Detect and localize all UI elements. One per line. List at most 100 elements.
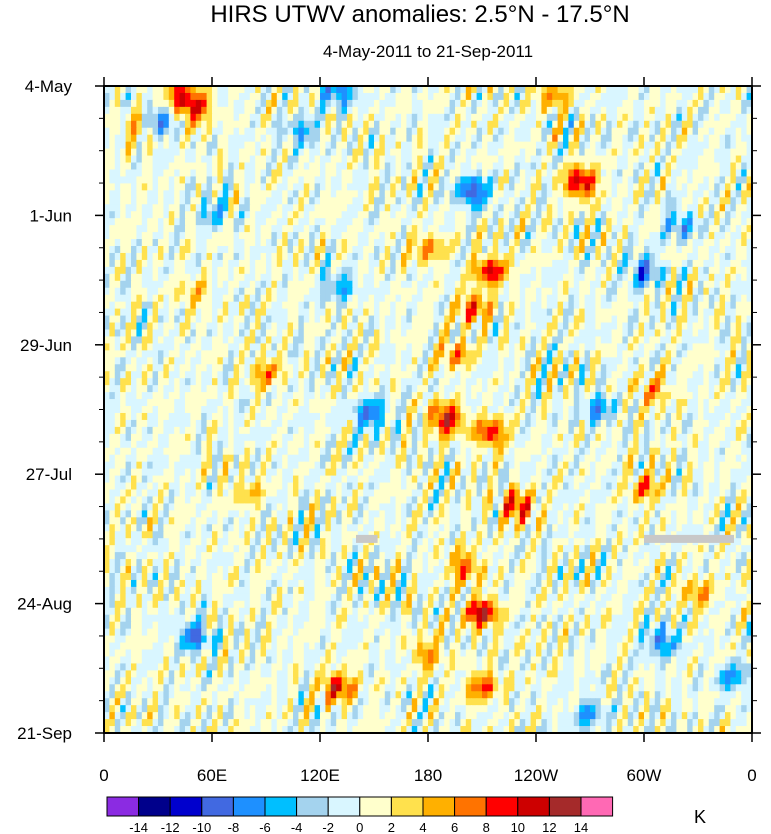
field-cell <box>222 259 229 268</box>
field-cell <box>633 315 640 324</box>
field-cell <box>147 259 154 268</box>
field-cell <box>584 266 591 275</box>
field-cell <box>109 127 116 136</box>
field-cell <box>260 113 267 122</box>
field-cell <box>411 371 418 379</box>
field-cell <box>282 120 289 129</box>
field-cell <box>131 343 137 351</box>
field-cell <box>401 357 407 365</box>
field-cell <box>190 252 197 261</box>
field-cell <box>330 86 337 94</box>
field-cell <box>390 127 397 136</box>
field-cell <box>266 120 272 129</box>
field-cell <box>514 106 521 115</box>
field-cell <box>428 92 434 101</box>
field-cell <box>136 183 143 191</box>
field-cell <box>406 127 413 136</box>
field-cell <box>595 127 602 136</box>
field-cell <box>584 364 591 372</box>
field-cell <box>374 190 380 198</box>
field-cell <box>195 315 202 324</box>
field-cell <box>368 204 375 212</box>
field-cell <box>276 183 283 191</box>
field-cell <box>471 92 478 101</box>
field-cell <box>584 106 591 115</box>
field-cell <box>735 273 742 282</box>
field-cell <box>449 343 456 351</box>
field-cell <box>293 162 299 171</box>
field-cell <box>141 148 148 157</box>
field-cell <box>730 301 737 310</box>
field-cell <box>503 329 510 338</box>
field-cell <box>233 350 240 358</box>
field-cell <box>320 273 326 282</box>
field-cell <box>152 259 159 268</box>
field-cell <box>336 246 343 254</box>
field-cell <box>671 273 677 282</box>
field-cell <box>347 169 353 178</box>
field-cell <box>482 176 488 184</box>
field-cell <box>206 357 213 365</box>
field-cell <box>195 308 202 317</box>
field-cell <box>293 155 299 164</box>
field-cell <box>638 350 645 358</box>
field-cell <box>692 183 699 191</box>
field-cell <box>660 266 667 275</box>
field-cell <box>444 336 451 345</box>
field-cell <box>644 190 650 198</box>
field-cell <box>249 190 256 198</box>
field-cell <box>568 294 575 303</box>
field-cell <box>719 336 726 345</box>
field-cell <box>692 308 699 317</box>
field-cell <box>260 280 267 289</box>
field-cell <box>174 120 181 129</box>
field-cell <box>212 329 218 338</box>
field-cell <box>298 190 305 198</box>
field-cell <box>563 99 569 108</box>
field-cell <box>590 273 596 282</box>
field-cell <box>228 141 235 150</box>
field-cell <box>363 113 370 122</box>
field-cell <box>125 155 132 164</box>
field-cell <box>185 266 191 275</box>
field-cell <box>530 239 537 247</box>
field-cell <box>206 246 213 254</box>
field-cell <box>158 127 164 136</box>
field-cell <box>287 99 294 108</box>
field-cell <box>228 225 235 233</box>
field-cell <box>201 99 208 108</box>
field-cell <box>590 155 596 164</box>
field-cell <box>131 308 137 317</box>
field-cell <box>514 127 521 136</box>
field-cell <box>671 232 677 240</box>
field-cell <box>708 197 715 205</box>
field-cell <box>633 106 640 115</box>
field-cell <box>573 308 580 317</box>
field-cell <box>644 239 650 247</box>
field-cell <box>309 197 316 205</box>
field-cell <box>509 301 515 310</box>
field-cell <box>644 141 650 150</box>
field-cell <box>546 127 553 136</box>
field-cell <box>141 329 148 338</box>
field-cell <box>222 183 229 191</box>
field-cell <box>438 364 445 372</box>
field-cell <box>131 218 137 226</box>
field-cell <box>201 162 208 171</box>
field-cell <box>465 183 472 191</box>
field-cell <box>573 329 580 338</box>
field-cell <box>703 364 710 372</box>
field-cell <box>676 218 683 226</box>
field-cell <box>174 336 181 345</box>
field-cell <box>401 127 407 136</box>
field-cell <box>708 259 715 268</box>
field-cell <box>168 266 175 275</box>
field-cell <box>514 315 521 324</box>
field-cell <box>276 315 283 324</box>
field-cell <box>249 364 256 372</box>
field-cell <box>325 162 332 171</box>
field-cell <box>725 239 731 247</box>
field-cell <box>352 246 359 254</box>
field-cell <box>708 280 715 289</box>
field-cell <box>401 336 407 345</box>
